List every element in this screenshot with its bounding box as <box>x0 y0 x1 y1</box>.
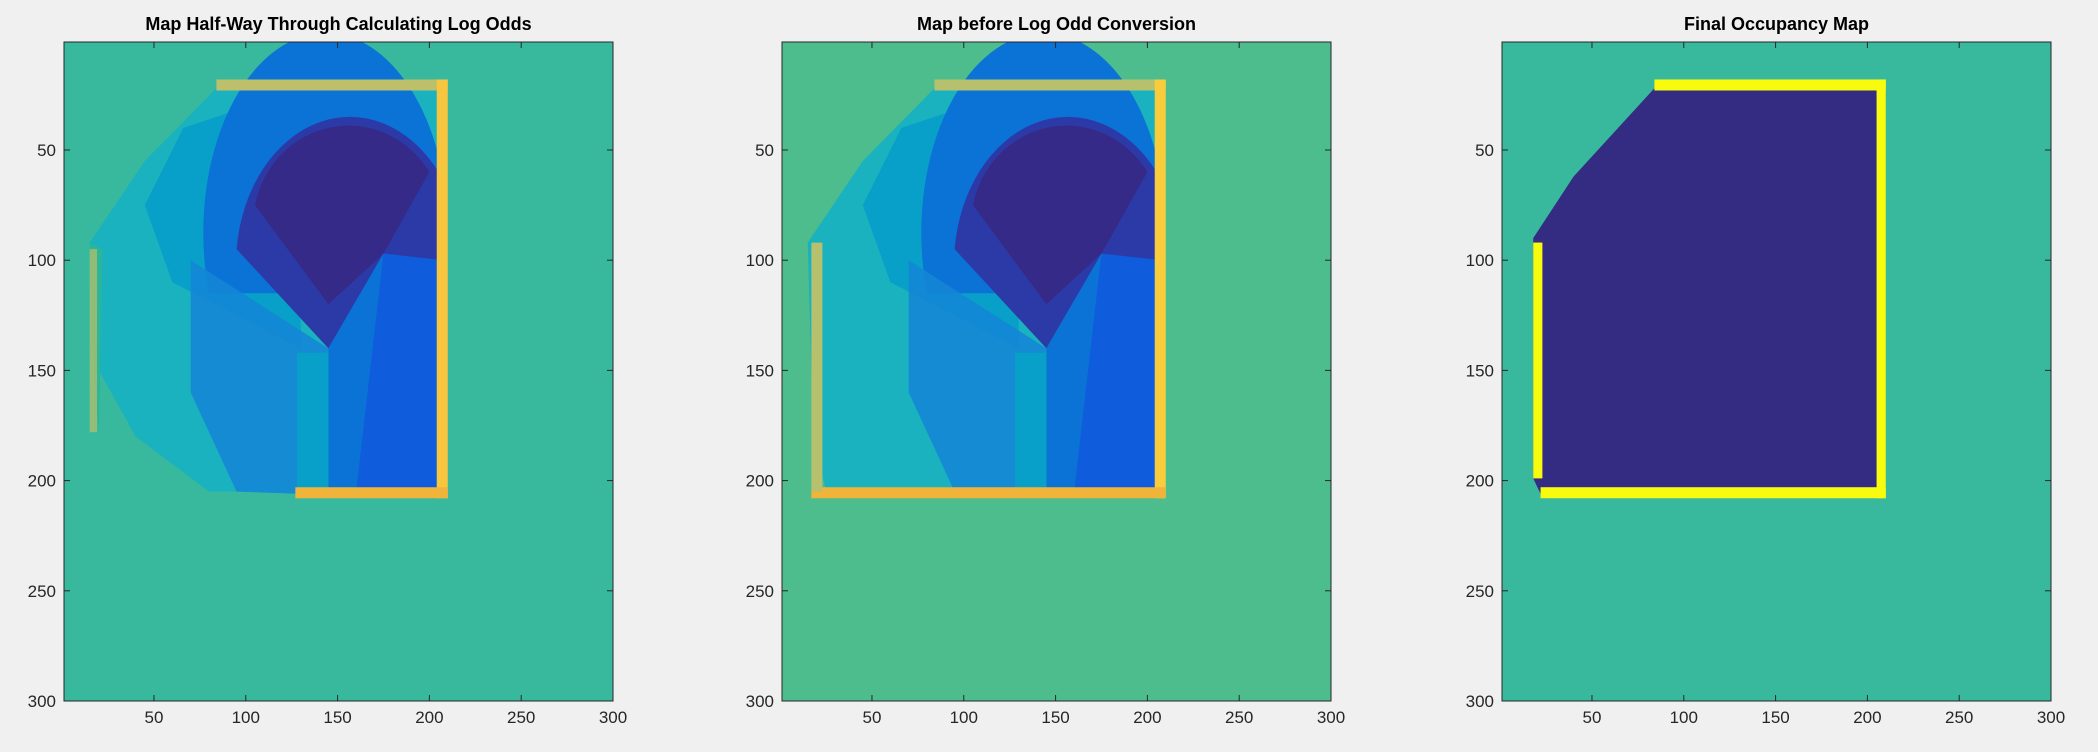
sonar-beam-left <box>190 260 329 494</box>
panel-1-axes-box <box>63 41 614 702</box>
y-tick-label: 300 <box>746 692 774 711</box>
y-tick-label: 100 <box>746 251 774 270</box>
x-tick-label: 200 <box>415 708 443 727</box>
x-tick-label: 50 <box>863 708 882 727</box>
y-tick-label: 50 <box>1475 141 1494 160</box>
x-tick-label: 50 <box>1583 708 1602 727</box>
panel-2-y-axis: 50 100 150 200 250 300 <box>746 141 1331 711</box>
panel-1-title: Map Half-Way Through Calculating Log Odd… <box>145 14 531 34</box>
x-tick-label: 100 <box>232 708 260 727</box>
panel-1-heatmap <box>89 42 448 499</box>
wall-left <box>1533 242 1543 479</box>
panel-1-y-axis: 50 100 150 200 250 300 <box>28 141 613 711</box>
wall-right <box>1154 79 1166 499</box>
panel-2: Map before Log Odd Conversion 50 100 150 20… <box>746 14 1346 727</box>
y-tick-label: 100 <box>1466 251 1494 270</box>
panel-2-axes-box <box>781 41 1332 702</box>
x-tick-label: 150 <box>1041 708 1069 727</box>
sonar-arc-core <box>254 125 430 305</box>
sonar-beam-shadow <box>1015 352 1047 494</box>
sonar-beam-left <box>908 260 1047 494</box>
x-tick-label: 150 <box>1761 708 1789 727</box>
x-tick-label: 250 <box>1225 708 1253 727</box>
panel-3-heatmap <box>1533 79 1886 499</box>
y-tick-label: 50 <box>755 141 774 160</box>
y-tick-label: 200 <box>1466 472 1494 491</box>
y-tick-label: 150 <box>1466 361 1494 380</box>
y-tick-label: 300 <box>28 692 56 711</box>
sonar-beam-shadow <box>297 352 329 494</box>
wall-top <box>1654 79 1886 91</box>
x-tick-label: 250 <box>1945 708 1973 727</box>
wall-bottom <box>295 487 448 499</box>
wall-left <box>811 242 823 492</box>
panel-2-x-axis: 50 100 150 200 250 300 <box>863 42 1345 727</box>
panel-3-axes-box <box>1501 41 2052 702</box>
wall-bottom <box>1540 487 1886 499</box>
x-tick-label: 100 <box>1670 708 1698 727</box>
panel-1-x-axis: 50 100 150 200 250 300 <box>145 42 627 727</box>
y-tick-label: 250 <box>28 582 56 601</box>
panel-1: Map Half-Way Through Calculating Log Odd… <box>28 14 628 727</box>
panel-3-y-axis: 50 100 150 200 250 300 <box>1466 141 2051 711</box>
sonar-arc-core <box>972 125 1148 305</box>
wall-left-partial <box>89 249 98 433</box>
y-tick-label: 50 <box>37 141 56 160</box>
x-tick-label: 200 <box>1853 708 1881 727</box>
panel-3-x-axis: 50 100 150 200 250 300 <box>1583 42 2065 727</box>
panel-2-heatmap <box>807 42 1166 499</box>
x-tick-label: 100 <box>950 708 978 727</box>
y-tick-label: 150 <box>746 361 774 380</box>
y-tick-label: 200 <box>746 472 774 491</box>
sonar-beam-mid <box>1046 253 1102 494</box>
x-tick-label: 300 <box>1317 708 1345 727</box>
panel-3: Final Occupancy Map 50 100 150 200 250 300 50… <box>1466 14 2066 727</box>
x-tick-label: 200 <box>1133 708 1161 727</box>
y-tick-label: 300 <box>1466 692 1494 711</box>
x-tick-label: 150 <box>323 708 351 727</box>
y-tick-label: 150 <box>28 361 56 380</box>
y-tick-label: 250 <box>746 582 774 601</box>
y-tick-label: 250 <box>1466 582 1494 601</box>
x-tick-label: 50 <box>145 708 164 727</box>
sonar-beam-mid <box>328 253 384 494</box>
x-tick-label: 250 <box>507 708 535 727</box>
wall-top <box>216 79 448 91</box>
panel-3-title: Final Occupancy Map <box>1684 14 1869 34</box>
free-space <box>1533 88 1883 494</box>
wall-right <box>1876 79 1886 499</box>
y-tick-label: 100 <box>28 251 56 270</box>
wall-right <box>436 79 448 499</box>
y-tick-label: 200 <box>28 472 56 491</box>
panel-2-title: Map before Log Odd Conversion <box>917 14 1196 34</box>
wall-bottom <box>811 487 1166 499</box>
x-tick-label: 300 <box>599 708 627 727</box>
x-tick-label: 300 <box>2037 708 2065 727</box>
wall-top <box>934 79 1166 91</box>
